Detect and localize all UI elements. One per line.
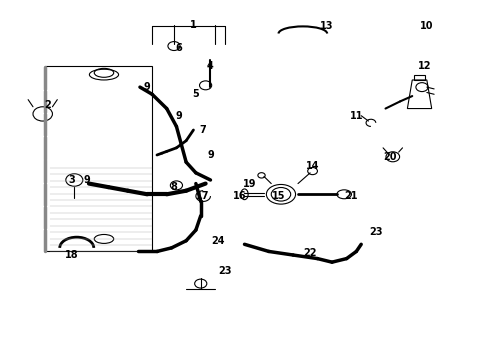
Text: 9: 9	[83, 175, 90, 185]
Text: 23: 23	[368, 227, 382, 237]
Text: 9: 9	[143, 82, 150, 92]
Text: 13: 13	[320, 21, 333, 31]
Text: 23: 23	[218, 266, 231, 276]
Text: 17: 17	[196, 191, 209, 201]
Text: 19: 19	[242, 179, 256, 189]
Text: 12: 12	[417, 61, 430, 71]
Text: 9: 9	[206, 150, 213, 160]
Text: 22: 22	[303, 248, 316, 258]
Text: 14: 14	[305, 161, 319, 171]
Text: 8: 8	[170, 182, 177, 192]
Text: 10: 10	[419, 21, 433, 31]
Text: 2: 2	[44, 100, 51, 110]
Text: 3: 3	[68, 175, 75, 185]
Text: 5: 5	[192, 89, 199, 99]
Text: 7: 7	[200, 125, 206, 135]
Text: 4: 4	[206, 61, 213, 71]
Bar	[413, 75, 424, 80]
Text: 9: 9	[175, 111, 182, 121]
Text: 24: 24	[211, 236, 224, 246]
Text: 1: 1	[190, 19, 196, 30]
Text: 11: 11	[349, 111, 362, 121]
Text: 18: 18	[65, 250, 79, 260]
Text: 20: 20	[383, 152, 396, 162]
Text: 16: 16	[232, 191, 246, 201]
Text: 15: 15	[271, 191, 285, 201]
Text: 21: 21	[344, 191, 358, 201]
Text: 6: 6	[175, 43, 182, 53]
